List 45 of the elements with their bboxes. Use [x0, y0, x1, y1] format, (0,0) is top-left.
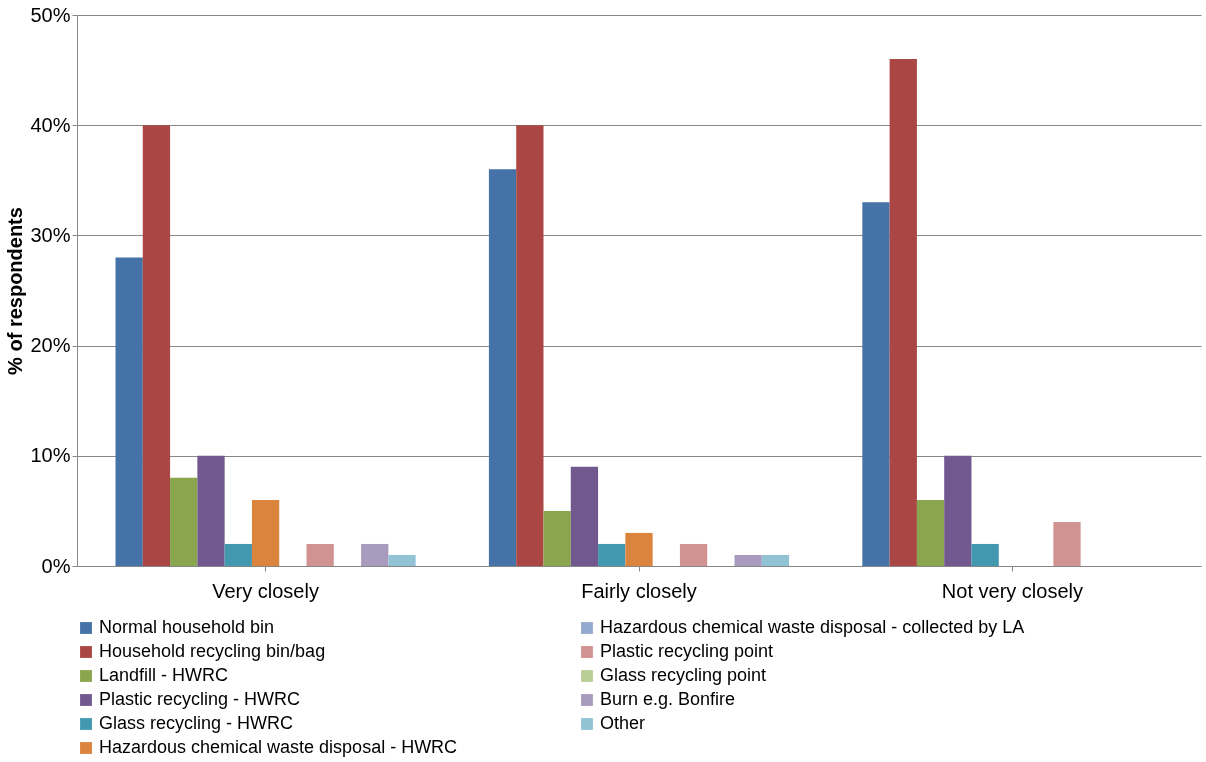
legend-label: Burn e.g. Bonfire: [600, 689, 736, 709]
bar: [679, 543, 708, 566]
legend-label: Glass recycling - HWRC: [99, 713, 294, 733]
bar: [197, 455, 225, 566]
legend-label: Other: [600, 713, 646, 733]
bar: [388, 554, 416, 566]
bar: [543, 510, 571, 566]
bar: [115, 257, 143, 566]
bar: [944, 455, 972, 566]
bar: [862, 202, 890, 566]
bar: [625, 532, 653, 566]
legend-label: Household recycling bin/bag: [99, 641, 326, 661]
x-tick-label: Not very closely: [941, 579, 1083, 602]
bar: [916, 499, 945, 566]
legend-label: Hazardous chemical waste disposal - HWRC: [99, 737, 458, 757]
legend-label: Hazardous chemical waste disposal - collected by LA: [600, 617, 1025, 637]
x-tick-label: Fairly closely: [581, 579, 697, 602]
y-tick-label: 40%: [30, 113, 71, 136]
bar: [224, 543, 252, 566]
legend-label: Landfill - HWRC: [99, 665, 229, 685]
bar: [516, 125, 544, 566]
bar: [361, 543, 389, 566]
bar: [142, 125, 171, 566]
bar: [1053, 521, 1081, 566]
bar: [251, 499, 280, 566]
y-tick-label: 30%: [30, 223, 71, 246]
bar: [598, 543, 626, 566]
legend-label: Plastic recycling - HWRC: [99, 689, 301, 709]
bar: [170, 477, 198, 566]
y-tick-label: 10%: [30, 444, 71, 467]
y-tick-label: 0%: [41, 554, 71, 577]
legend-label: Glass recycling point: [600, 665, 767, 685]
bar: [971, 543, 999, 566]
bar: [889, 59, 917, 566]
bar: [570, 466, 599, 566]
legend-label: Normal household bin: [99, 617, 275, 637]
bar: [488, 169, 517, 566]
bar: [734, 554, 762, 566]
y-tick-label: 50%: [30, 3, 71, 26]
legend-label: Plastic recycling point: [600, 641, 774, 661]
y-tick-label: 20%: [30, 334, 71, 357]
y-axis-title: % of respondents: [4, 207, 27, 375]
bar: [306, 543, 334, 566]
x-tick-label: Very closely: [212, 579, 319, 602]
bar: [761, 554, 790, 566]
